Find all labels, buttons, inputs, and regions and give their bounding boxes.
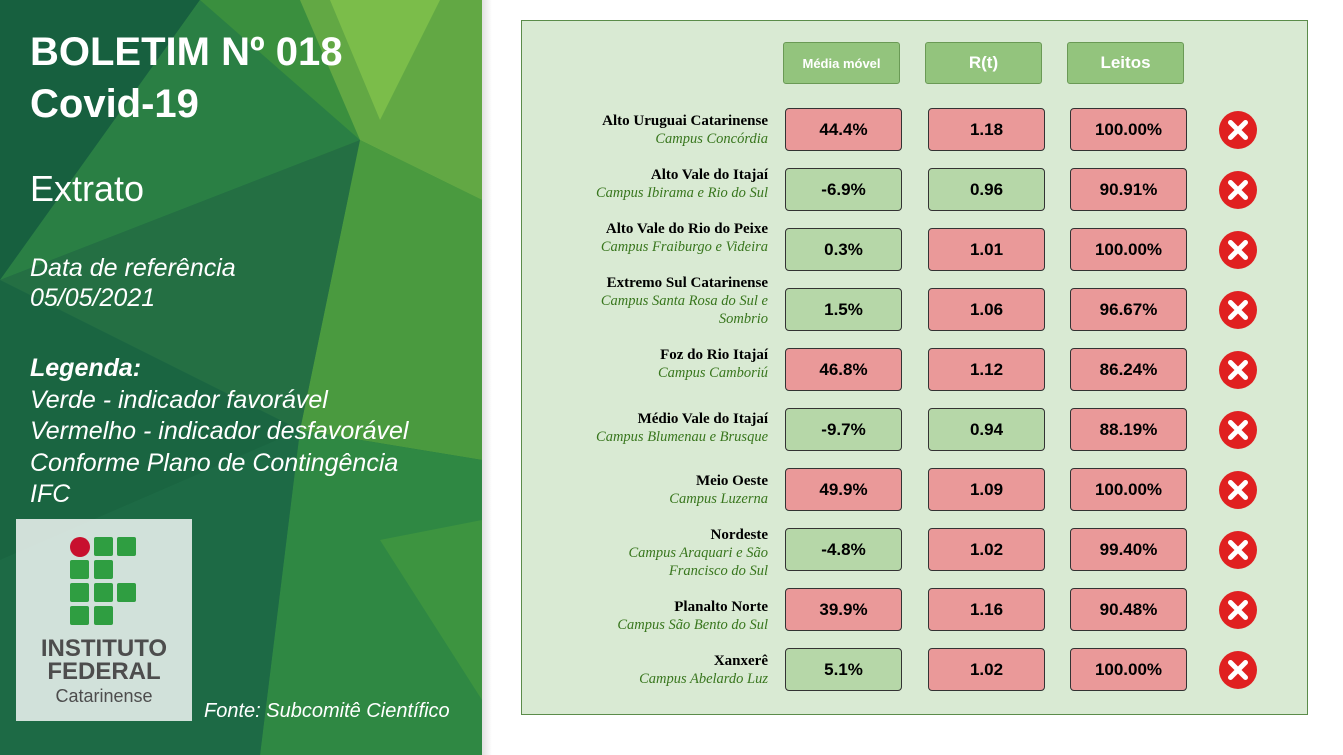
legend-line: IFC	[30, 480, 71, 508]
x-circle-icon	[1218, 230, 1258, 270]
x-circle-icon	[1218, 350, 1258, 390]
logo-text-federal: FEDERAL	[47, 658, 161, 685]
campus-name: Campus Concórdia	[655, 131, 768, 147]
header-media-movel: Média móvel	[783, 42, 900, 84]
cell-leitos: 100.00%	[1070, 108, 1187, 151]
x-circle-icon	[1218, 410, 1258, 450]
cell-media: -6.9%	[785, 168, 902, 211]
region-name: Alto Vale do Itajaí	[650, 167, 768, 183]
region-label: Xanxerê Campus Abelardo Luz	[552, 652, 768, 688]
cell-rt: 1.01	[928, 228, 1045, 271]
cell-rt: 1.09	[928, 468, 1045, 511]
campus-name: Campus Ibirama e Rio do Sul	[596, 185, 768, 201]
cell-rt: 1.18	[928, 108, 1045, 151]
source-note: Fonte: Subcomitê Científico	[204, 700, 450, 722]
x-circle-icon	[1218, 170, 1258, 210]
cell-rt: 0.96	[928, 168, 1045, 211]
campus-name: Francisco do Sul	[668, 563, 768, 579]
campus-name: Campus Fraiburgo e Videira	[600, 239, 768, 255]
cell-media: 44.4%	[785, 108, 902, 151]
region-label: Planalto Norte Campus São Bento do Sul	[552, 598, 768, 634]
region-name: Planalto Norte	[674, 599, 768, 615]
x-circle-icon	[1218, 470, 1258, 510]
region-label: Meio Oeste Campus Luzerna	[552, 472, 768, 508]
region-label: Extremo Sul Catarinense Campus Santa Rosa…	[552, 274, 768, 328]
region-label: Alto Uruguai Catarinense Campus Concórdia	[552, 112, 768, 148]
legend-line: Conforme Plano de Contingência	[30, 448, 399, 477]
bulletin-title: BOLETIM Nº 018 Covid-19	[30, 26, 342, 130]
date-value: 05/05/2021	[30, 284, 156, 312]
indicators-table: Média móvel R(t) Leitos Alto Uruguai Cat…	[521, 20, 1308, 715]
cell-rt: 0.94	[928, 408, 1045, 451]
legend-line: Vermelho - indicador desfavorável	[30, 417, 409, 445]
x-circle-icon	[1218, 650, 1258, 690]
cell-media: 5.1%	[785, 648, 902, 691]
region-name: Extremo Sul Catarinense	[606, 275, 768, 291]
x-circle-icon	[1218, 290, 1258, 330]
x-circle-icon	[1218, 110, 1258, 150]
region-name: Foz do Rio Itajaí	[660, 347, 768, 363]
cell-media: 49.9%	[785, 468, 902, 511]
cell-rt: 1.06	[928, 288, 1045, 331]
region-name: Alto Uruguai Catarinense	[602, 113, 768, 129]
institution-logo: INSTITUTO FEDERAL Catarinense	[16, 519, 192, 721]
region-name: Nordeste	[710, 527, 768, 543]
region-name: Xanxerê	[713, 653, 768, 669]
left-panel: BOLETIM Nº 018 Covid-19 Extrato Data de …	[0, 0, 482, 755]
cell-media: -4.8%	[785, 528, 902, 571]
campus-name: Campus Blumenau e Brusque	[596, 429, 768, 445]
cell-rt: 1.02	[928, 648, 1045, 691]
cell-leitos: 100.00%	[1070, 468, 1187, 511]
region-name: Médio Vale do Itajaí	[637, 411, 768, 427]
cell-media: 0.3%	[785, 228, 902, 271]
campus-name: Campus São Bento do Sul	[617, 617, 768, 633]
header-rt: R(t)	[925, 42, 1042, 84]
cell-media: 1.5%	[785, 288, 902, 331]
cell-media: -9.7%	[785, 408, 902, 451]
campus-name: Campus Araquari e São	[628, 545, 768, 561]
cell-leitos: 88.19%	[1070, 408, 1187, 451]
title-line-2: Covid-19	[30, 82, 199, 126]
divider-shadow	[482, 0, 492, 755]
cell-leitos: 90.91%	[1070, 168, 1187, 211]
subtitle: Extrato	[30, 168, 145, 209]
campus-name: Campus Santa Rosa do Sul e	[600, 293, 768, 309]
legend-title: Legenda:	[30, 354, 142, 382]
campus-name: Sombrio	[718, 311, 768, 327]
cell-rt: 1.16	[928, 588, 1045, 631]
campus-name: Campus Luzerna	[669, 491, 768, 507]
region-label: Alto Vale do Itajaí Campus Ibirama e Rio …	[552, 166, 768, 202]
cell-leitos: 99.40%	[1070, 528, 1187, 571]
legend: Legenda: Verde - indicador favorável Ver…	[30, 353, 470, 511]
x-circle-icon	[1218, 530, 1258, 570]
logo-text-catarinense: Catarinense	[55, 686, 153, 706]
campus-name: Campus Abelardo Luz	[639, 671, 768, 687]
logo-mark-icon	[70, 537, 136, 625]
region-label: Alto Vale do Rio do Peixe Campus Fraiburg…	[552, 220, 768, 256]
legend-line: Verde - indicador favorável	[30, 385, 328, 414]
region-label: Foz do Rio Itajaí Campus Camboriú	[552, 346, 768, 382]
logo-text-instituto: INSTITUTO	[40, 635, 168, 662]
cell-leitos: 100.00%	[1070, 228, 1187, 271]
cell-rt: 1.12	[928, 348, 1045, 391]
cell-leitos: 96.67%	[1070, 288, 1187, 331]
region-label: Nordeste Campus Araquari e São Francisco d…	[552, 526, 768, 580]
region-label: Médio Vale do Itajaí Campus Blumenau e Br…	[552, 410, 768, 446]
cell-leitos: 86.24%	[1070, 348, 1187, 391]
header-leitos: Leitos	[1067, 42, 1184, 84]
reference-date: Data de referência 05/05/2021	[30, 253, 236, 313]
x-circle-icon	[1218, 590, 1258, 630]
cell-media: 39.9%	[785, 588, 902, 631]
region-name: Meio Oeste	[695, 473, 768, 489]
cell-leitos: 100.00%	[1070, 648, 1187, 691]
cell-media: 46.8%	[785, 348, 902, 391]
title-line-1: BOLETIM Nº 018	[30, 30, 343, 74]
cell-leitos: 90.48%	[1070, 588, 1187, 631]
campus-name: Campus Camboriú	[658, 365, 768, 381]
cell-rt: 1.02	[928, 528, 1045, 571]
region-name: Alto Vale do Rio do Peixe	[605, 221, 768, 237]
date-label: Data de referência	[30, 254, 236, 282]
